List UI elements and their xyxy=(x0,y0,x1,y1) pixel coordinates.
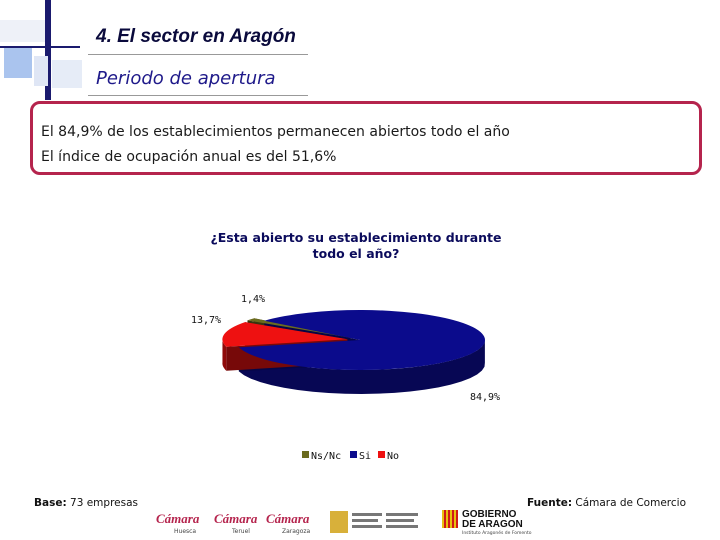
instituto-text: Instituto Aragonés de Fomento xyxy=(462,531,532,536)
camara-teruel-sub: Teruel xyxy=(232,528,250,535)
sponsor-logos: Cámara Huesca Cámara Teruel Cámara Zarag… xyxy=(150,508,532,538)
base-label: Base: xyxy=(34,497,67,509)
slice-no xyxy=(222,322,348,347)
base-note: Base: 73 empresas xyxy=(34,497,138,509)
slice-label-no: 13,7% xyxy=(191,315,221,326)
corner-decoration xyxy=(0,0,82,100)
legend-label-no: No xyxy=(387,451,399,462)
camara-huesca-logo: Cámara xyxy=(156,511,200,526)
source-value: Cámara de Comercio xyxy=(575,497,686,509)
subtitle-underline xyxy=(88,95,308,96)
camara-huesca-sub: Huesca xyxy=(174,528,197,535)
chart-title-line-2: todo el año? xyxy=(313,246,400,261)
ministerio-logo xyxy=(330,511,425,535)
summary-line-1: El 84,9% de los establecimientos permane… xyxy=(41,124,510,140)
page-subtitle: Periodo de apertura xyxy=(96,68,276,89)
page-title: 4. El sector en Aragón xyxy=(96,26,296,47)
source-label: Fuente: xyxy=(526,497,573,509)
slice-label-si: 84,9% xyxy=(470,392,500,403)
legend-swatch-si xyxy=(350,451,357,458)
aragon-flag-icon xyxy=(442,510,458,528)
camara-teruel-logo: Cámara xyxy=(214,511,258,526)
slice-side-no xyxy=(222,338,227,371)
gobierno-text: GOBIERNO xyxy=(462,509,517,520)
legend-swatch-nsnc xyxy=(302,451,309,458)
camara-zaragoza-logo: Cámara xyxy=(266,511,310,526)
legend-label-nsnc: Ns/Nc xyxy=(311,451,341,462)
slice-label-nsnc: 1,4% xyxy=(241,294,265,305)
slice-si xyxy=(238,310,485,370)
summary-box: El 84,9% de los establecimientos permane… xyxy=(30,101,702,175)
base-value: 73 empresas xyxy=(70,497,138,509)
camara-zaragoza-sub: Zaragoza xyxy=(282,528,311,535)
slice-side-si xyxy=(238,338,485,394)
chart-title-line-1: ¿Esta abierto su establecimiento durante xyxy=(210,230,501,245)
source-note: Fuente: Cámara de Comercio xyxy=(527,497,686,509)
gobierno-aragon-logo: GOBIERNO DE ARAGON Instituto Aragonés de… xyxy=(442,508,532,538)
de-aragon-text: DE ARAGON xyxy=(462,519,523,530)
legend-label-si: Si xyxy=(359,451,371,462)
legend-swatch-no xyxy=(378,451,385,458)
summary-line-2: El índice de ocupación anual es del 51,6… xyxy=(41,149,337,165)
title-underline xyxy=(88,54,308,55)
legend: Ns/Nc Si No xyxy=(302,451,399,462)
